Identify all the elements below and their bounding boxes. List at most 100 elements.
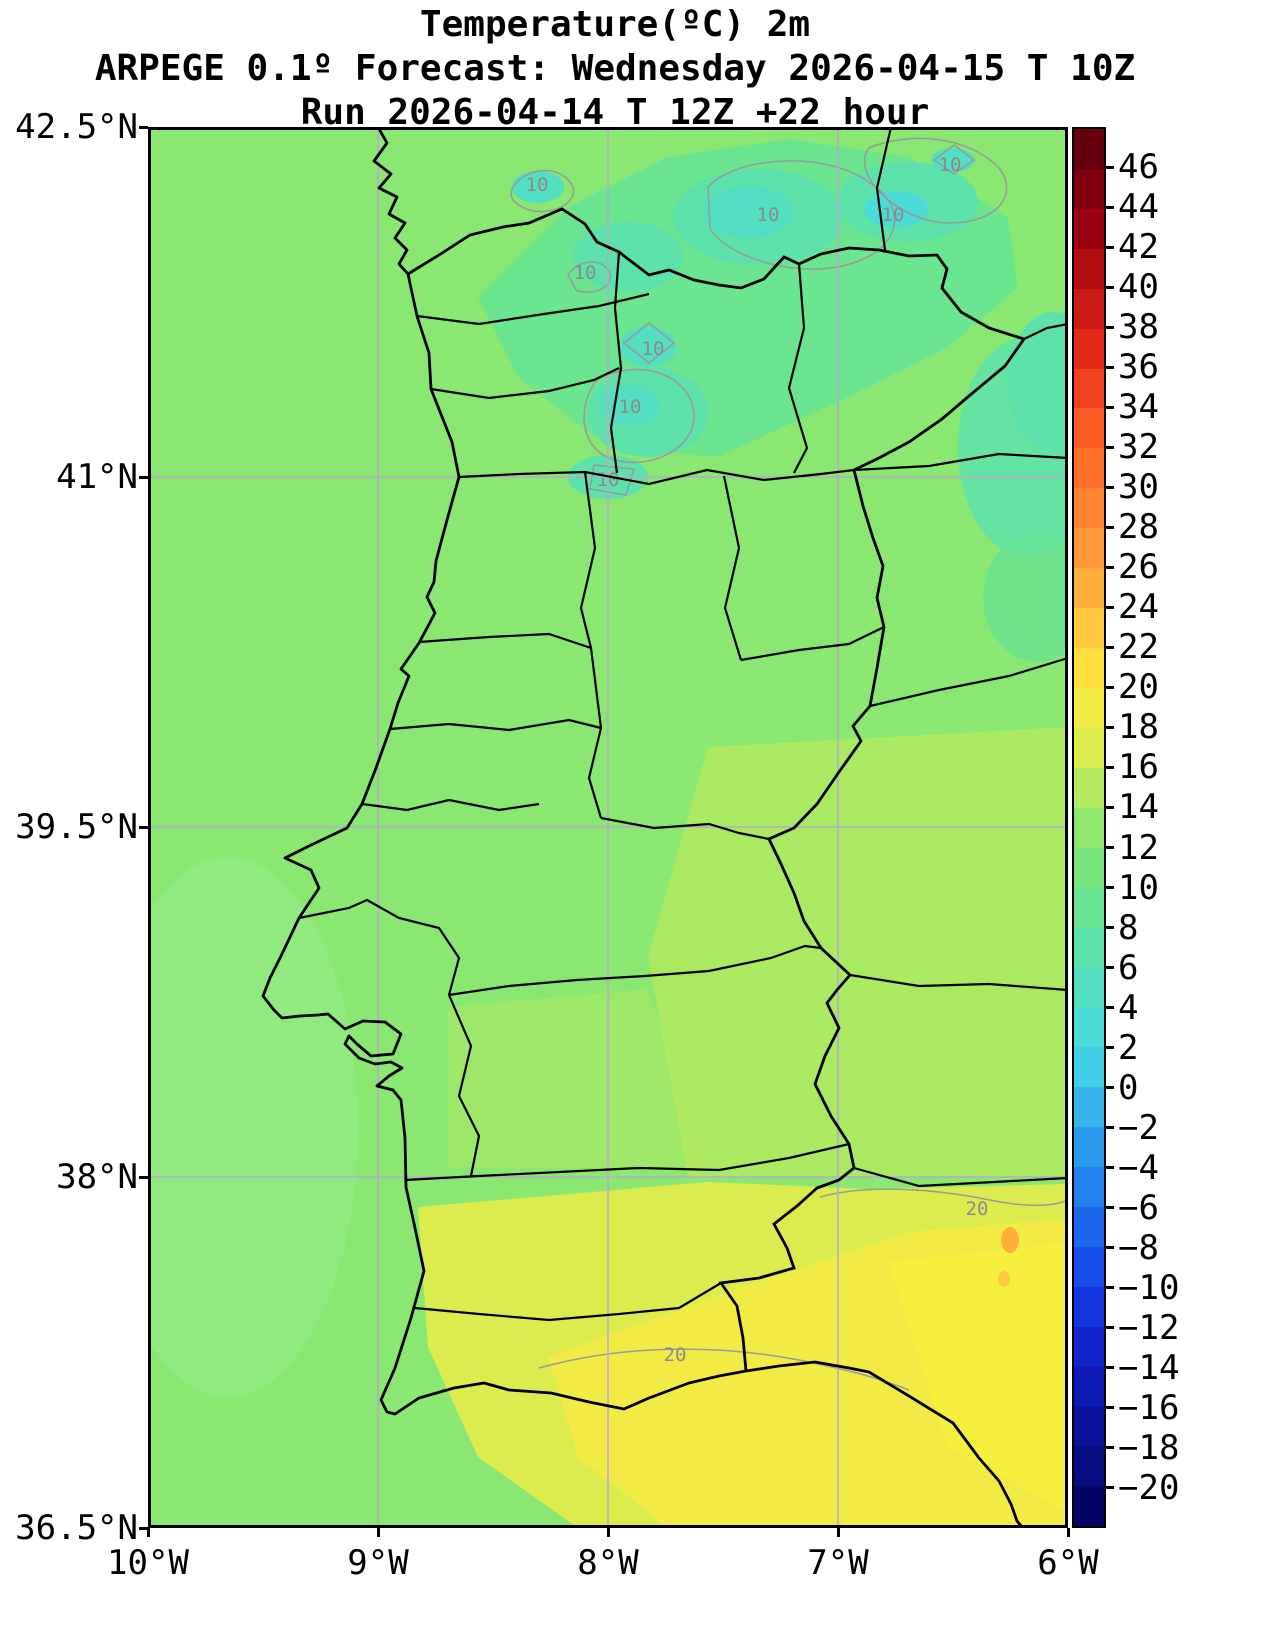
colorbar-tick-label: −16: [1118, 1387, 1180, 1428]
colorbar-tick-mark: [1106, 645, 1114, 649]
y-tick-label: 42.5°N: [15, 107, 138, 147]
colorbar-band: [1074, 887, 1104, 928]
chart-run-label: Run 2026-04-14 T 12Z +22 hour: [300, 92, 930, 133]
colorbar-tick-label: −14: [1118, 1347, 1180, 1388]
colorbar-tick-mark: [1106, 485, 1114, 489]
y-tick-label: 41°N: [56, 457, 138, 497]
y-tick-mark: [139, 1175, 148, 1179]
colorbar-band: [1074, 368, 1104, 409]
colorbar-tick-label: 28: [1118, 507, 1159, 548]
colorbar-band: [1074, 1127, 1104, 1167]
colorbar-band: [1074, 1206, 1104, 1247]
colorbar-tick-mark: [1106, 1246, 1114, 1250]
contour-label-10: 10: [619, 396, 642, 418]
colorbar-band: [1074, 448, 1104, 489]
chart-subtitle: ARPEGE 0.1º Forecast: Wednesday 2026-04-…: [94, 48, 1136, 89]
x-tick-label: 8°W: [577, 1543, 639, 1583]
colorbar-tick-mark: [1106, 1006, 1114, 1010]
colorbar: [1072, 127, 1106, 1528]
colorbar-tick-label: 44: [1118, 187, 1159, 228]
colorbar-band: [1074, 1047, 1104, 1088]
colorbar-band: [1074, 727, 1104, 768]
colorbar-tick-mark: [1106, 805, 1114, 809]
colorbar-tick-mark: [1106, 765, 1114, 769]
colorbar-tick-mark: [1106, 285, 1114, 289]
colorbar-tick-label: 40: [1118, 267, 1159, 308]
colorbar-tick-label: −2: [1118, 1107, 1159, 1148]
colorbar-band: [1074, 608, 1104, 648]
colorbar-band: [1074, 847, 1104, 888]
colorbar-tick-label: 6: [1118, 947, 1139, 988]
colorbar-band: [1074, 129, 1104, 169]
contour-label-10: 10: [574, 262, 597, 284]
contour-label-20: 20: [966, 1198, 989, 1220]
colorbar-band: [1074, 1486, 1104, 1527]
colorbar-tick-label: 46: [1118, 147, 1159, 188]
contour-label-10: 10: [882, 204, 905, 226]
chart-title: Temperature(ºC) 2m: [419, 4, 811, 45]
district-boundaries: [298, 251, 885, 1322]
contour-lines: [510, 137, 1068, 1391]
colorbar-band: [1074, 1366, 1104, 1407]
colorbar-tick-label: −8: [1118, 1227, 1159, 1268]
colorbar-tick-label: 10: [1118, 867, 1159, 908]
colorbar-band: [1074, 1286, 1104, 1327]
x-tick-mark: [1066, 1528, 1070, 1537]
colorbar-tick-label: 42: [1118, 227, 1159, 268]
colorbar-band: [1074, 1087, 1104, 1128]
colorbar-band: [1074, 767, 1104, 808]
colorbar-tick-mark: [1106, 886, 1114, 890]
colorbar-tick-mark: [1106, 1486, 1114, 1490]
colorbar-tick-label: −6: [1118, 1187, 1159, 1228]
colorbar-tick-mark: [1106, 525, 1114, 529]
colorbar-band: [1074, 967, 1104, 1008]
colorbar-tick-mark: [1106, 1126, 1114, 1130]
y-tick-mark: [139, 475, 148, 479]
colorbar-tick-label: 30: [1118, 467, 1159, 508]
colorbar-tick-mark: [1106, 846, 1114, 849]
colorbar-band: [1074, 288, 1104, 329]
colorbar-tick-mark: [1106, 1326, 1114, 1330]
x-tick-mark: [376, 1528, 380, 1537]
colorbar-band: [1074, 328, 1104, 369]
colorbar-band: [1074, 1166, 1104, 1207]
colorbar-tick-label: 22: [1118, 627, 1159, 668]
colorbar-band: [1074, 647, 1104, 688]
y-tick-label: 38°N: [56, 1157, 138, 1197]
colorbar-tick-label: −20: [1118, 1467, 1180, 1508]
colorbar-tick-mark: [1106, 1366, 1114, 1370]
colorbar-band: [1074, 488, 1104, 529]
colorbar-tick-label: 2: [1118, 1027, 1139, 1068]
colorbar-band: [1074, 1406, 1104, 1447]
colorbar-band: [1074, 687, 1104, 728]
colorbar-band: [1074, 168, 1104, 209]
colorbar-tick-mark: [1106, 725, 1114, 729]
colorbar-band: [1074, 248, 1104, 289]
colorbar-tick-label: 26: [1118, 547, 1159, 588]
y-tick-mark: [139, 125, 148, 129]
colorbar-tick-mark: [1106, 445, 1114, 449]
colorbar-tick-mark: [1106, 325, 1114, 329]
y-tick-label: 39.5°N: [15, 807, 138, 847]
colorbar-tick-label: 20: [1118, 667, 1159, 708]
coastline: [261, 127, 1025, 1528]
colorbar-tick-mark: [1106, 365, 1114, 369]
colorbar-band: [1074, 408, 1104, 449]
colorbar-tick-mark: [1106, 926, 1114, 930]
contour-label-20: 20: [664, 1344, 687, 1366]
colorbar-tick-label: 4: [1118, 987, 1139, 1028]
y-tick-mark: [139, 825, 148, 829]
x-tick-label: 10°W: [107, 1543, 189, 1583]
colorbar-tick-mark: [1106, 605, 1114, 609]
y-tick-mark: [139, 1526, 148, 1530]
x-tick-mark: [146, 1528, 150, 1537]
map-plot: 10 10 10 10 10 10 10 10 20 20: [148, 127, 1068, 1528]
colorbar-band: [1074, 528, 1104, 569]
colorbar-tick-label: −18: [1118, 1427, 1180, 1468]
spain-boundaries: [849, 127, 1068, 1188]
y-tick-label: 36.5°N: [15, 1508, 138, 1548]
colorbar-tick-label: 12: [1118, 827, 1159, 868]
colorbar-band: [1074, 927, 1104, 968]
colorbar-tick-mark: [1106, 165, 1114, 169]
x-tick-mark: [606, 1528, 610, 1537]
